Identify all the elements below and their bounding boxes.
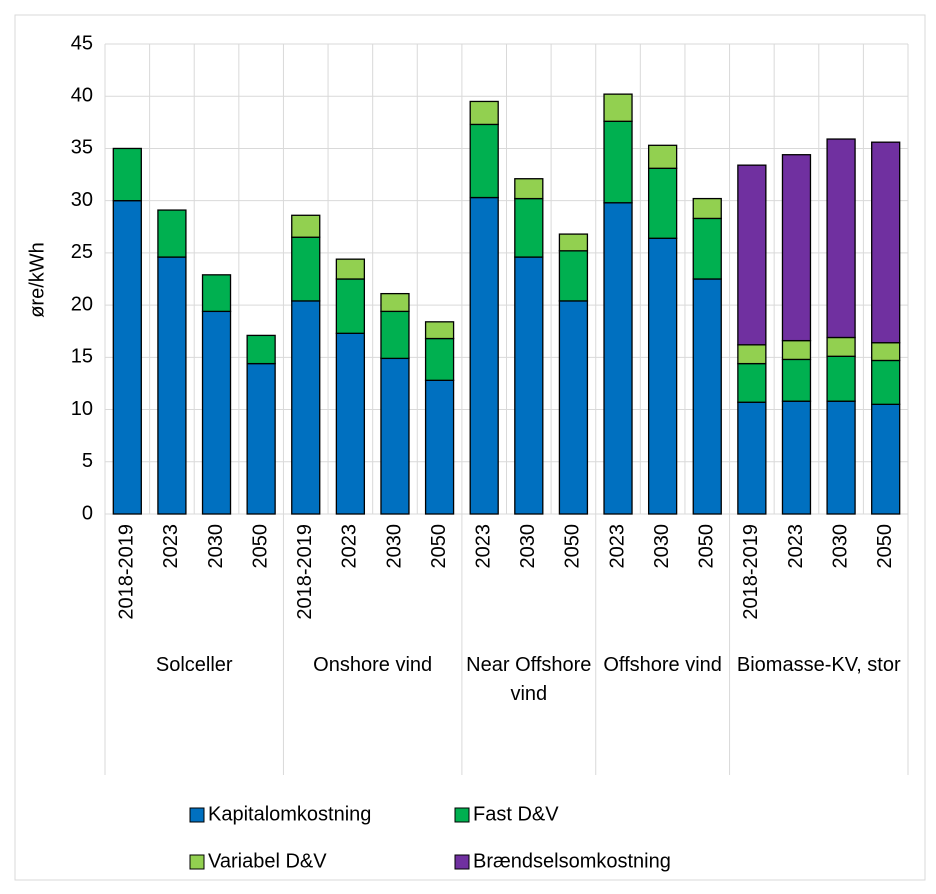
bar-segment — [469, 196, 499, 515]
y-tick-label: 20 — [71, 293, 93, 315]
y-tick-label: 45 — [71, 32, 93, 54]
bar-segment — [871, 403, 901, 515]
bar-segment — [826, 336, 856, 357]
bar-segment — [291, 300, 321, 515]
bar-segment — [558, 300, 589, 515]
bar-segment — [112, 200, 142, 515]
x-tick-label: 2030 — [517, 524, 539, 569]
bar-segment — [291, 236, 321, 302]
bar-segment — [737, 344, 767, 365]
group-label: Solceller — [155, 654, 233, 676]
x-tick-label: 2018-2019 — [116, 524, 138, 620]
legend-swatch — [189, 854, 205, 870]
y-tick-label: 30 — [71, 189, 93, 211]
bar-segment — [469, 123, 499, 199]
bar-segment — [424, 337, 455, 381]
bar-segment — [335, 332, 366, 515]
bar-segment — [246, 362, 276, 515]
bar-segment — [558, 250, 589, 302]
bar-segment — [335, 278, 366, 334]
bar-segment — [201, 274, 232, 313]
y-tick-label: 40 — [71, 85, 93, 107]
x-tick-label: 2018-2019 — [294, 524, 316, 620]
x-tick-label: 2023 — [160, 524, 182, 569]
x-tick-label: 2023 — [785, 524, 807, 569]
bar-segment — [647, 167, 678, 239]
legend-label: Fast D&V — [473, 803, 559, 825]
group-label: Offshore vind — [603, 654, 722, 676]
group-label: Near Offshore vind — [466, 654, 592, 705]
bar-segment — [424, 321, 455, 340]
bar-segment — [603, 120, 633, 204]
bar-segment — [871, 359, 901, 405]
bar-segment — [201, 310, 232, 515]
x-tick-label: 2030 — [829, 524, 851, 569]
bar-segment — [335, 258, 366, 280]
bar-segment — [737, 164, 767, 346]
y-tick-label: 35 — [71, 137, 93, 159]
bar-segment — [558, 233, 589, 252]
y-axis-label: øre/kWh — [26, 242, 48, 318]
bar-segment — [157, 209, 187, 258]
group-label: Biomasse-KV, stor — [736, 654, 901, 676]
bar-segment — [514, 197, 544, 258]
legend-label: Variabel D&V — [208, 850, 327, 872]
bar-segment — [781, 358, 812, 402]
bar-segment — [246, 334, 276, 365]
x-tick-label: 2050 — [249, 524, 271, 569]
x-tick-label: 2023 — [606, 524, 628, 569]
bar-segment — [826, 138, 856, 339]
bar-segment — [826, 400, 856, 515]
x-tick-label: 2023 — [339, 524, 361, 569]
x-tick-label: 2050 — [562, 524, 584, 569]
y-tick-label: 15 — [71, 346, 93, 368]
bar-segment — [781, 154, 812, 342]
legend-swatch — [454, 807, 470, 823]
bar-segment — [737, 401, 767, 515]
bar-segment — [112, 147, 142, 202]
bar-segment — [781, 400, 812, 515]
bar-segment — [781, 339, 812, 361]
y-tick-label: 5 — [82, 450, 93, 472]
legend-swatch — [454, 854, 470, 870]
x-tick-label: 2050 — [428, 524, 450, 569]
bar-segment — [603, 93, 633, 122]
x-tick-label: 2023 — [472, 524, 494, 569]
y-tick-label: 25 — [71, 241, 93, 263]
bar-segment — [380, 357, 410, 515]
bar-segment — [380, 310, 410, 360]
legend-label: Brændselsomkostning — [473, 850, 671, 872]
bar-segment — [647, 237, 678, 515]
y-tick-label: 10 — [71, 398, 93, 420]
bar-segment — [692, 278, 722, 515]
bar-segment — [692, 217, 722, 280]
legend-swatch — [189, 807, 205, 823]
bar-segment — [157, 256, 187, 515]
bar-segment — [291, 214, 321, 238]
group-label: Onshore vind — [313, 654, 433, 676]
x-tick-label: 2030 — [383, 524, 405, 569]
bar-segment — [380, 292, 410, 313]
x-tick-label: 2018-2019 — [740, 524, 762, 620]
bar-segment — [469, 100, 499, 126]
bar-segment — [692, 197, 722, 220]
bar-segment — [603, 202, 633, 515]
y-tick-label: 0 — [82, 502, 93, 524]
bar-segment — [737, 362, 767, 403]
bar-segment — [871, 141, 901, 344]
bar-segment — [514, 256, 544, 515]
bar-segment — [424, 379, 455, 515]
bar-segment — [826, 355, 856, 402]
bar-segment — [514, 178, 544, 200]
legend-label: Kapitalomkostning — [208, 803, 371, 825]
x-tick-label: 2030 — [205, 524, 227, 569]
bar-segment — [871, 342, 901, 362]
x-tick-label: 2050 — [696, 524, 718, 569]
bar-segment — [647, 144, 678, 169]
x-tick-label: 2030 — [651, 524, 673, 569]
x-tick-label: 2050 — [874, 524, 896, 569]
